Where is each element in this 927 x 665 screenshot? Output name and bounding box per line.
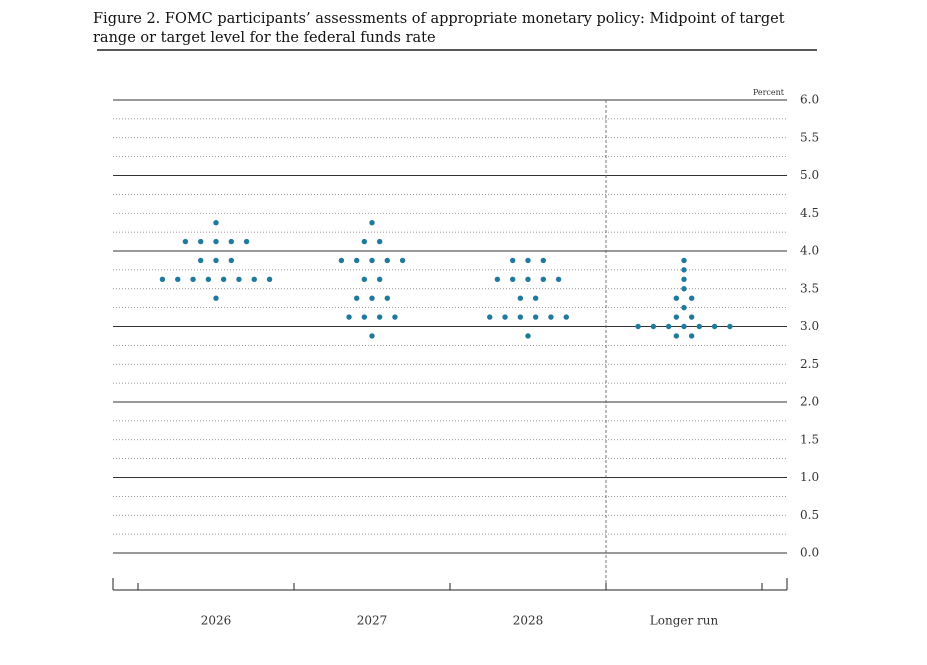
y-tick-label: 2.5 xyxy=(800,357,819,371)
dot xyxy=(696,323,702,330)
dot xyxy=(354,295,360,301)
dot xyxy=(555,276,562,283)
x-tick-label: 2027 xyxy=(357,614,388,628)
dot xyxy=(532,295,539,301)
dot xyxy=(532,314,539,320)
dot xyxy=(399,257,406,264)
dot xyxy=(266,276,273,283)
dot xyxy=(369,333,375,339)
dot xyxy=(673,333,680,339)
dot xyxy=(384,295,390,301)
y-tick-label: 0.5 xyxy=(800,508,819,522)
dot xyxy=(198,257,204,264)
dot xyxy=(711,323,718,330)
x-tick-label: 2026 xyxy=(201,614,232,628)
dot xyxy=(510,257,516,264)
dot xyxy=(517,295,524,301)
dot xyxy=(376,314,383,320)
dot xyxy=(688,333,695,339)
dot xyxy=(361,238,368,245)
dot xyxy=(688,314,695,320)
dot xyxy=(510,276,516,283)
dot xyxy=(369,257,375,264)
dot xyxy=(213,257,219,264)
dot xyxy=(361,314,368,320)
y-axis-label: Percent xyxy=(753,88,785,97)
dot xyxy=(213,238,219,245)
dot xyxy=(540,257,546,264)
dot xyxy=(236,276,242,283)
y-tick-label: 1.0 xyxy=(800,470,819,484)
dot xyxy=(502,314,508,320)
y-tick-label: 3.5 xyxy=(800,281,819,295)
dot xyxy=(563,314,569,320)
y-tick-label: 4.0 xyxy=(800,244,819,258)
x-tick-label: 2028 xyxy=(513,614,544,628)
dot xyxy=(392,314,398,320)
dot xyxy=(487,314,493,320)
dot xyxy=(354,257,360,264)
dot xyxy=(540,276,546,283)
dot xyxy=(205,276,212,283)
dot xyxy=(525,333,531,339)
dot xyxy=(220,276,227,283)
dot xyxy=(228,257,234,264)
y-tick-label: 3.0 xyxy=(800,319,819,333)
dot xyxy=(517,314,524,320)
dot xyxy=(376,238,383,245)
dot xyxy=(525,257,531,264)
dot xyxy=(338,257,345,264)
dot xyxy=(727,323,733,330)
dot xyxy=(650,323,657,330)
chart-title: Figure 2. FOMC participants’ assessments… xyxy=(93,11,785,46)
dot xyxy=(213,219,219,226)
dot xyxy=(681,267,687,273)
dot xyxy=(525,276,531,283)
dot xyxy=(346,314,352,320)
x-tick-label: Longer run xyxy=(650,614,719,628)
dot xyxy=(182,238,189,245)
y-tick-label: 6.0 xyxy=(800,93,819,107)
dot xyxy=(548,314,554,320)
dot xyxy=(681,304,687,311)
y-tick-label: 0.0 xyxy=(800,546,819,560)
y-tick-label: 2.0 xyxy=(800,395,819,409)
dot xyxy=(369,295,375,301)
dot xyxy=(384,257,390,264)
dot xyxy=(681,257,687,264)
dot xyxy=(681,323,687,330)
dot xyxy=(159,276,166,283)
y-tick-label: 4.5 xyxy=(800,206,819,220)
y-tick-label: 5.5 xyxy=(800,130,819,144)
dot xyxy=(243,238,250,245)
y-tick-label: 5.0 xyxy=(800,168,819,182)
dot xyxy=(688,295,695,301)
dot xyxy=(681,286,687,292)
dot xyxy=(494,276,501,283)
dot xyxy=(673,314,680,320)
dot xyxy=(681,276,687,283)
dot xyxy=(361,276,368,283)
dot xyxy=(213,295,219,301)
dot xyxy=(190,276,196,283)
dot xyxy=(228,238,234,245)
dot xyxy=(673,295,680,301)
dot xyxy=(635,323,641,330)
dot xyxy=(175,276,181,283)
dot xyxy=(369,219,375,226)
dot xyxy=(376,276,383,283)
dot xyxy=(251,276,257,283)
y-tick-label: 1.5 xyxy=(800,432,819,446)
dot xyxy=(666,323,672,330)
dot xyxy=(198,238,204,245)
